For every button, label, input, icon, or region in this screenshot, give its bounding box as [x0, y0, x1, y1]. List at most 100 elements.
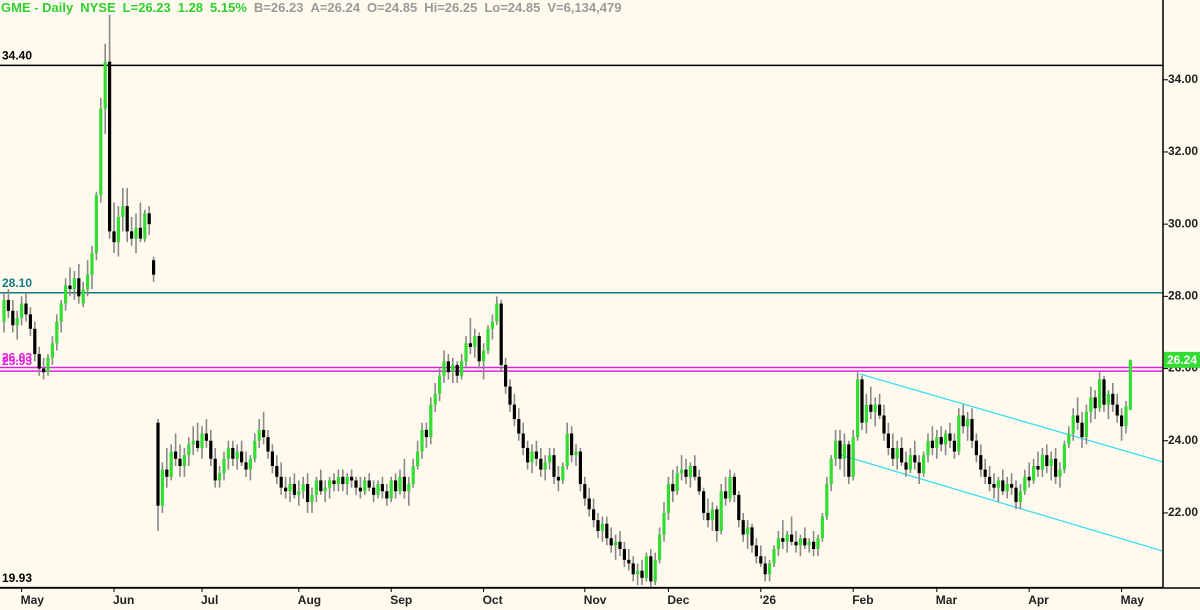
header-item: 5.15%: [210, 0, 247, 15]
candle-body: [1036, 465, 1040, 470]
header-item: 1.28: [178, 0, 203, 15]
candle-body: [1005, 484, 1009, 492]
candle-body: [174, 451, 178, 459]
candle-body: [693, 465, 697, 477]
candle-body: [196, 440, 200, 448]
candle-body: [332, 480, 336, 485]
candle-body: [768, 563, 772, 575]
candle-body: [358, 487, 362, 492]
candle-body: [614, 541, 618, 546]
x-tick-label: May: [1121, 593, 1145, 607]
candle-body: [807, 541, 811, 546]
candle-body: [380, 484, 384, 492]
candle-body: [1111, 393, 1115, 405]
trendline: [859, 373, 1163, 463]
candle-body: [1049, 458, 1053, 466]
candle-body: [226, 447, 230, 459]
candle-body: [407, 484, 411, 492]
x-tick-label: '26: [760, 593, 777, 607]
candle-body: [266, 437, 270, 452]
candle-body: [385, 491, 389, 499]
candle-body: [336, 476, 340, 485]
candle-body: [891, 447, 895, 459]
candle-body: [948, 433, 952, 441]
candle-body: [781, 538, 785, 542]
candle-body: [952, 440, 956, 452]
candle-body: [908, 455, 912, 470]
trendline: [839, 454, 1163, 552]
candle-body: [213, 458, 217, 481]
candle-body: [600, 523, 604, 531]
header-item: O=24.85: [367, 0, 417, 15]
candle-body: [59, 303, 63, 322]
candle-body: [68, 285, 72, 290]
candle-body: [829, 458, 833, 485]
candle-body: [147, 213, 151, 225]
candle-body: [345, 476, 349, 485]
candle-body: [697, 476, 701, 492]
candle-body: [72, 278, 76, 290]
candle-body: [270, 451, 274, 466]
candle-body: [706, 512, 710, 521]
candle-body: [28, 314, 32, 329]
candle-body: [398, 476, 402, 492]
candle-body: [1124, 406, 1128, 427]
candle-body: [112, 231, 116, 243]
candle-body: [424, 429, 428, 438]
candle-body: [548, 455, 552, 463]
candle-body: [1001, 480, 1005, 492]
candle-body: [785, 534, 789, 542]
candle-body: [631, 563, 635, 575]
y-tick-label: 22.00: [1168, 505, 1198, 519]
x-tick-label: Sep: [390, 593, 412, 607]
candle-body: [77, 278, 81, 297]
candle-body: [1106, 393, 1110, 405]
candle-body: [609, 538, 613, 546]
candle-body: [235, 451, 239, 459]
candle-body: [1027, 476, 1031, 481]
candle-body: [134, 227, 138, 239]
candle-body: [803, 538, 807, 546]
candle-body: [372, 487, 376, 495]
candle-body: [442, 361, 446, 376]
candle-body: [262, 429, 266, 438]
candle-body: [354, 480, 358, 488]
candle-body: [512, 404, 516, 420]
candle-body: [746, 527, 750, 535]
candle-body: [178, 458, 182, 466]
candle-body: [143, 213, 147, 239]
candle-body: [130, 231, 134, 239]
candle-body: [922, 455, 926, 474]
candle-body: [460, 361, 464, 376]
candle-body: [930, 440, 934, 448]
candle-body: [820, 516, 824, 539]
header-item: Hi=26.25: [424, 0, 477, 15]
candle-body: [864, 404, 868, 423]
candle-body: [191, 440, 195, 445]
candle-body: [416, 451, 420, 466]
x-tick-label: Aug: [298, 593, 321, 607]
candle-body: [200, 433, 204, 448]
candle-body: [671, 484, 675, 492]
candle-body: [222, 458, 226, 474]
candle-body: [886, 433, 890, 448]
candle-body: [6, 299, 10, 311]
candle-body: [257, 429, 261, 441]
header-item: L=26.23: [123, 0, 171, 15]
candle-body: [869, 404, 873, 412]
candle-body: [1071, 415, 1075, 434]
x-tick-label: Mar: [936, 593, 958, 607]
candle-body: [741, 520, 745, 535]
candle-body: [446, 361, 450, 373]
candle-body: [521, 433, 525, 448]
candle-body: [1058, 469, 1062, 477]
candle-body: [486, 328, 490, 351]
candle-body: [376, 484, 380, 495]
level-label: 26.03: [2, 351, 32, 365]
y-tick-label: 32.00: [1168, 144, 1198, 158]
last-price-tag: [1164, 351, 1200, 368]
candle-body: [856, 379, 860, 438]
candle-body: [402, 476, 406, 492]
candle-body: [1045, 455, 1049, 466]
